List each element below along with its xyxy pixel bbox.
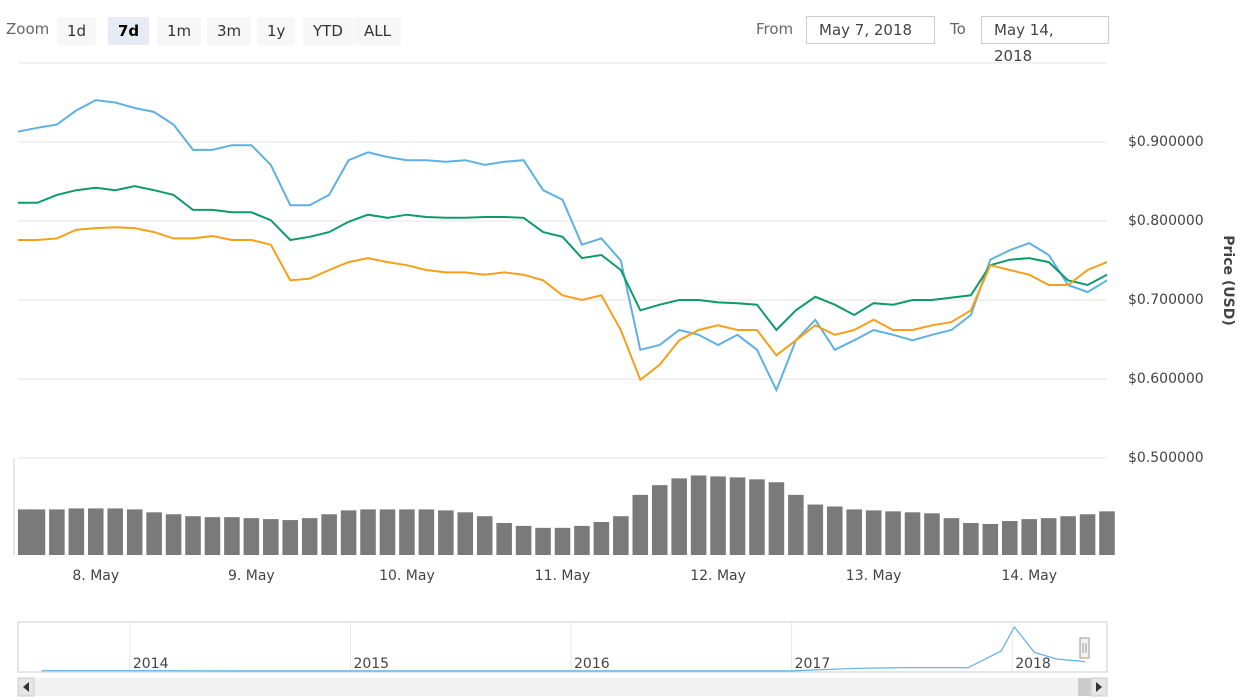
volume-bar	[865, 510, 882, 555]
volume-bar	[535, 527, 551, 555]
y-tick-label: $0.600000	[1128, 371, 1204, 387]
volume-bar	[554, 527, 571, 555]
volume-bar	[418, 509, 435, 555]
nav-tick-label: 2015	[353, 656, 389, 672]
volume-bar	[768, 482, 785, 555]
volume-bar	[146, 512, 162, 555]
volume-bar	[807, 504, 824, 555]
arrow-right	[1096, 682, 1102, 692]
zoom-button[interactable]: ALL	[354, 17, 401, 45]
zoom-button[interactable]: 7d	[108, 17, 150, 45]
volume-bar	[243, 518, 260, 555]
volume-bar	[904, 512, 921, 555]
volume-bar	[496, 522, 512, 555]
x-tick-label: 10. May	[379, 568, 435, 584]
y-axis-title: Price (USD)	[1220, 235, 1236, 326]
volume-bar	[826, 506, 843, 555]
to-label: To	[950, 20, 966, 38]
volume-bar	[68, 508, 85, 555]
volume-bar	[671, 478, 687, 555]
price-line	[17, 99, 1108, 393]
y-tick-label: $0.500000	[1128, 450, 1204, 466]
volume-bar	[379, 509, 396, 555]
y-tick-label: $0.900000	[1128, 134, 1204, 150]
volume-bar	[224, 517, 240, 555]
volume-bar	[574, 525, 590, 555]
volume-bar	[282, 520, 299, 555]
volume-bar	[476, 516, 493, 555]
x-tick-label: 13. May	[846, 568, 902, 584]
x-tick-label: 11. May	[535, 568, 591, 584]
volume-bar	[1060, 516, 1076, 555]
volume-bar	[749, 479, 765, 555]
volume-bar	[515, 525, 532, 555]
x-tick-label: 9. May	[228, 568, 275, 584]
zoom-button[interactable]: 1m	[157, 17, 202, 45]
volume-bar	[943, 518, 960, 555]
volume-bar	[924, 513, 940, 555]
nav-tick-label: 2014	[133, 656, 169, 672]
x-tick-label: 12. May	[690, 568, 746, 584]
volume-bar	[651, 485, 668, 555]
volume-bar	[185, 516, 201, 555]
volume-bar	[846, 509, 862, 555]
volume-bar	[710, 476, 726, 555]
zoom-button[interactable]: YTD	[303, 17, 353, 45]
nav-handle	[1079, 637, 1090, 659]
volume-bar	[982, 523, 999, 555]
volume-bar	[613, 516, 629, 555]
zoom-button[interactable]: 3m	[207, 17, 252, 45]
volume-bar	[1099, 511, 1115, 555]
volume-bar	[963, 522, 979, 555]
volume-bar	[1001, 521, 1018, 555]
volume-bar	[126, 509, 143, 555]
volume-bar	[360, 509, 376, 555]
volume-bar	[1040, 518, 1057, 555]
volume-bar	[340, 510, 357, 555]
from-date[interactable]: May 7, 2018	[806, 16, 935, 44]
volume-bar	[165, 514, 182, 555]
price-line	[18, 185, 1108, 332]
volume-bar	[632, 494, 649, 555]
volume-bar	[263, 519, 279, 555]
volume-bar	[204, 517, 221, 555]
nav-line	[41, 625, 1086, 672]
volume-bar	[1079, 514, 1096, 555]
to-date[interactable]: May 14, 2018	[981, 16, 1109, 65]
nav-tick-label: 2017	[795, 656, 831, 672]
nav-tick-label: 2016	[574, 656, 610, 672]
volume-bar	[107, 508, 124, 555]
volume-bar	[593, 522, 610, 555]
zoom-label: Zoom	[6, 20, 50, 38]
price-line	[18, 226, 1108, 382]
volume-bar	[29, 509, 46, 555]
nav-tick-label: 2018	[1015, 656, 1051, 672]
volume-bar	[690, 475, 707, 555]
zoom-button[interactable]: 1d	[57, 17, 97, 45]
scrollbar[interactable]	[18, 678, 1107, 696]
arrow-left	[23, 682, 29, 692]
volume-bar	[1021, 519, 1037, 555]
y-tick-label: $0.700000	[1128, 292, 1204, 308]
y-tick-label: $0.800000	[1128, 213, 1204, 229]
volume-bar	[457, 512, 474, 555]
x-tick-label: 14. May	[1001, 568, 1057, 584]
volume-bar	[729, 477, 746, 555]
volume-bar	[88, 508, 104, 555]
volume-bar	[885, 511, 901, 555]
zoom-button[interactable]: 1y	[257, 17, 296, 45]
from-label: From	[756, 20, 794, 38]
volume-bar	[49, 509, 65, 555]
volume-bar	[438, 510, 454, 555]
volume-bar	[399, 509, 415, 555]
navigator-frame	[17, 621, 1108, 673]
volume-bar	[301, 518, 318, 555]
volume-bar	[788, 494, 804, 555]
x-tick-label: 8. May	[72, 568, 119, 584]
volume-bar	[321, 514, 337, 555]
